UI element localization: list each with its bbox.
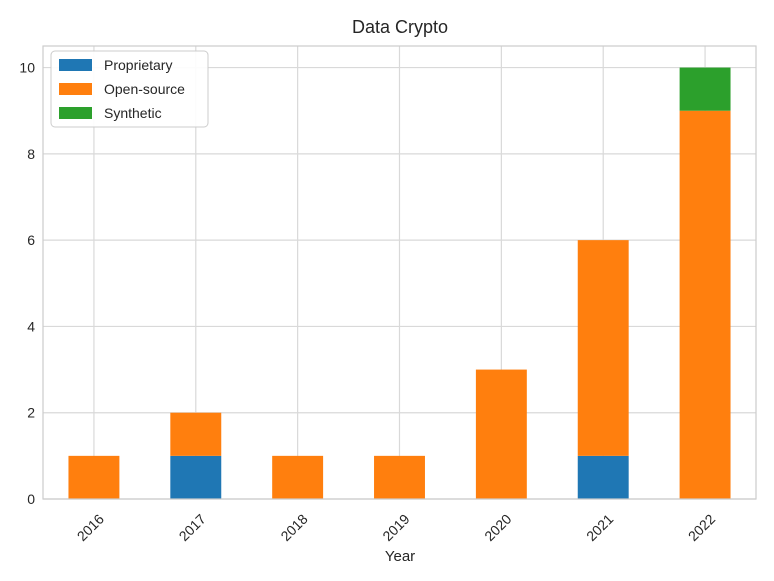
bars xyxy=(68,67,731,499)
bar-open-source-2020 xyxy=(475,369,527,499)
bar-open-source-2019 xyxy=(374,455,425,499)
y-tick-label: 8 xyxy=(27,146,35,162)
legend: Proprietary Open-source Synthetic xyxy=(50,50,209,128)
y-tick-label: 0 xyxy=(27,491,35,507)
chart-title: Data Crypto xyxy=(352,17,448,37)
bar-open-source-2021 xyxy=(577,240,629,456)
y-tick-label: 4 xyxy=(27,318,35,334)
plot-frame xyxy=(42,45,757,500)
bar-open-source-2016 xyxy=(68,455,120,499)
bar-proprietary-2021 xyxy=(577,455,629,499)
x-axis-label: Year xyxy=(385,548,415,565)
legend-label-open-source: Open-source xyxy=(104,81,185,97)
bar-proprietary-2017 xyxy=(170,455,222,499)
bar-open-source-2018 xyxy=(272,455,324,499)
y-tick-label: 10 xyxy=(19,60,35,76)
legend-swatch-open-source xyxy=(59,83,92,95)
bar-open-source-2017 xyxy=(170,412,222,456)
y-tick-labels: 0 2 4 6 8 10 xyxy=(19,60,35,507)
bar-synthetic-2022 xyxy=(679,67,731,111)
y-tick-label: 6 xyxy=(27,232,35,248)
y-tick-label: 2 xyxy=(27,405,35,421)
legend-label-proprietary: Proprietary xyxy=(104,57,172,73)
legend-label-synthetic: Synthetic xyxy=(104,105,162,121)
legend-swatch-proprietary xyxy=(59,59,92,71)
legend-swatch-synthetic xyxy=(59,107,92,119)
bar-open-source-2022 xyxy=(679,110,731,499)
